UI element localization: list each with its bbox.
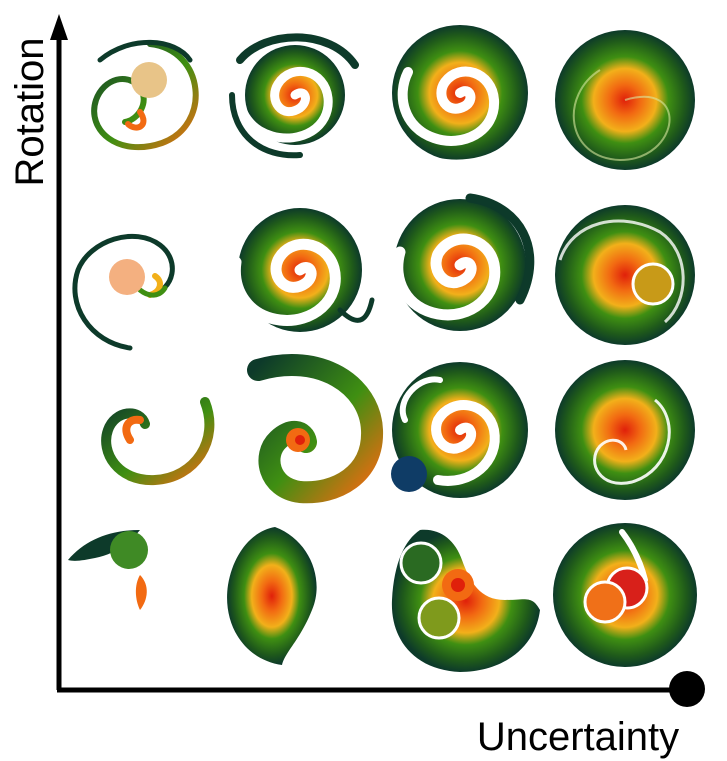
marker-peach (109, 259, 145, 295)
glyph-r3-c3 (392, 362, 528, 498)
glyph-r2-c2 (229, 208, 375, 332)
glyph-r3-c2 (247, 354, 384, 504)
axes: Rotation Uncertainty (8, 14, 690, 759)
glyph-r1-c3 (392, 25, 528, 166)
glyph-r2-c4 (555, 205, 695, 345)
glyph-r3-c1 (101, 397, 215, 486)
glyph-r1-c4 (555, 30, 695, 170)
marker-green-1 (110, 531, 148, 569)
y-axis-arrow (50, 14, 68, 40)
marker-gold (631, 262, 675, 306)
markers (109, 62, 705, 707)
y-axis-title: Rotation (8, 38, 52, 187)
marker-olive (417, 596, 461, 640)
marker-green-2 (399, 541, 443, 585)
glyph-r1-c2 (229, 33, 359, 159)
x-axis-title: Uncertainty (477, 715, 679, 759)
glyph-r2-c1 (72, 233, 175, 351)
marker-black (669, 671, 705, 707)
marker-navy (391, 456, 427, 492)
glyph-r2-c3 (392, 193, 535, 331)
marker-orange (583, 580, 627, 624)
glyph-r4-c2 (227, 527, 317, 665)
marker-wheat (131, 62, 167, 98)
glyph-r3-c4 (555, 360, 695, 500)
